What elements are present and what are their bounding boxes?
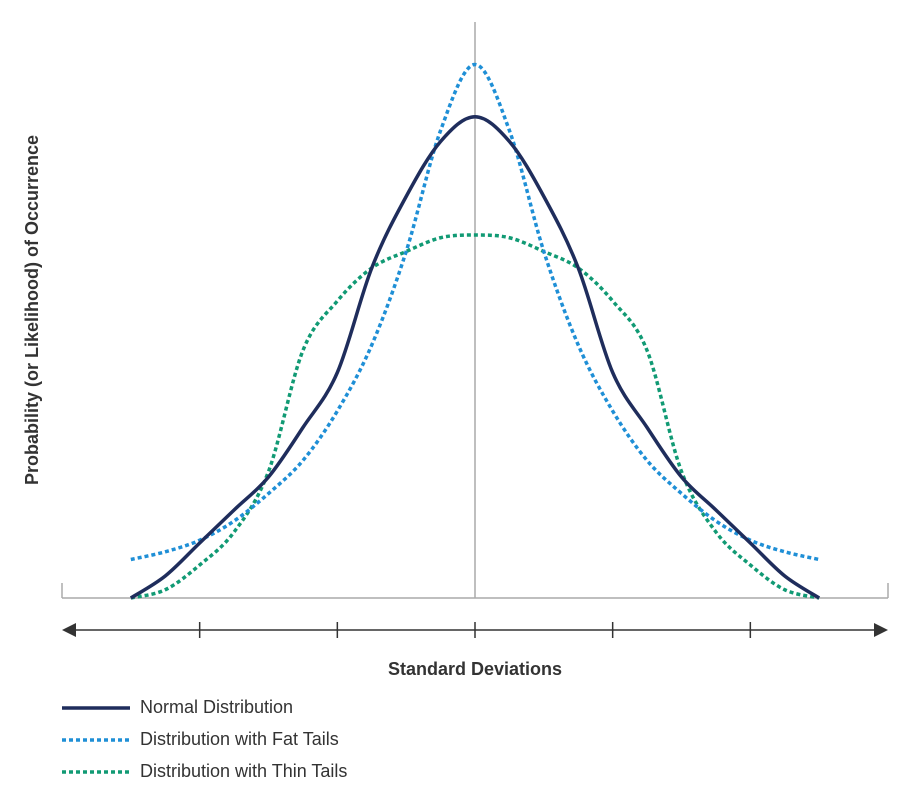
y-axis-label: Probability (or Likelihood) of Occurrenc… [22, 135, 42, 485]
arrow-left [62, 623, 76, 637]
x-axis-label: Standard Deviations [388, 659, 562, 679]
legend-label: Normal Distribution [140, 697, 293, 717]
series-line [130, 62, 820, 562]
series-line [129, 114, 821, 600]
legend-label: Distribution with Fat Tails [140, 729, 339, 749]
legend-label: Distribution with Thin Tails [140, 761, 347, 781]
arrow-right [874, 623, 888, 637]
